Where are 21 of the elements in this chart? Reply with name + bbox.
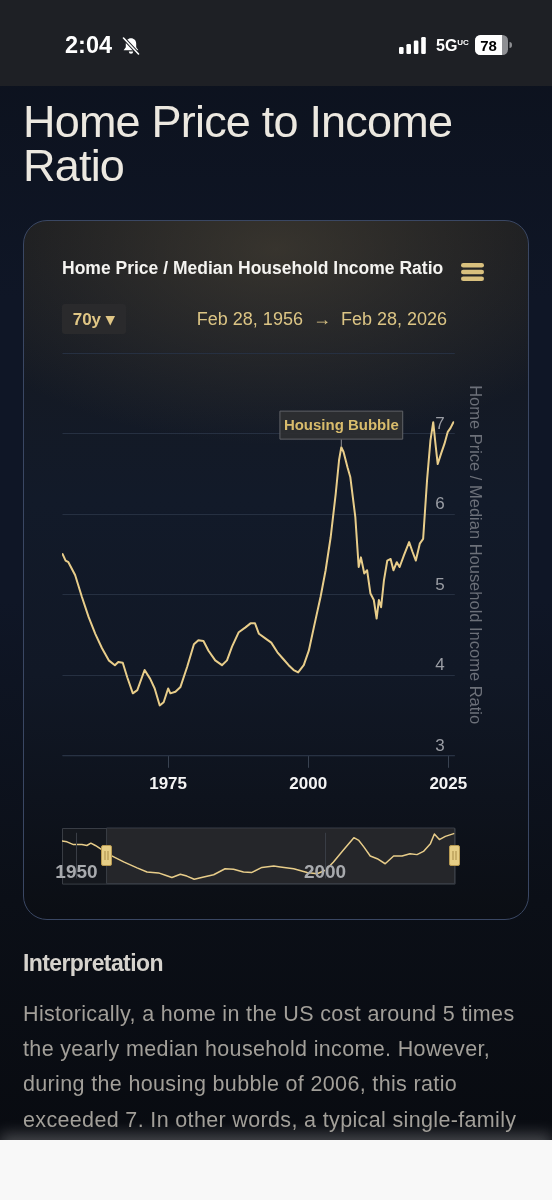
y-tick-label: 5 xyxy=(435,574,445,594)
annotation: Housing Bubble xyxy=(283,415,399,433)
x-tick-label: 2000 xyxy=(288,773,327,793)
x-tick-label: 2025 xyxy=(429,773,467,793)
text: Interpretation xyxy=(23,950,163,976)
text: 5G$^{UC}$ xyxy=(436,37,469,55)
text: 2:04 xyxy=(65,32,113,59)
chart-title: Home Price to Income Ratio xyxy=(23,95,454,192)
text: Feb 28, 1956 → Feb 28, 2026 xyxy=(196,309,447,330)
text: 78 xyxy=(475,37,502,55)
y-tick-label: 3 xyxy=(435,735,445,755)
x-tick-label: 2000 xyxy=(303,860,346,882)
y-tick-label: 7 xyxy=(435,413,445,433)
y-axis-title: Home Price / Median Household Income Ratio xyxy=(466,384,485,724)
text: 70y ▾ xyxy=(72,309,115,329)
y-tick-label: 6 xyxy=(435,494,445,514)
x-tick-label: 1975 xyxy=(148,773,187,793)
text: Historically, a home in the US cost around 5 times the yearly median household income. However, during the housing bubble of 2006, this ratio exceeded 7. In other words, a typical single-family xyxy=(23,1000,518,1134)
x-tick-label: 1950 xyxy=(55,860,98,882)
chart-subtitle: Home Price / Median Household Income Ratio xyxy=(62,257,444,278)
y-tick-label: 4 xyxy=(435,655,445,675)
